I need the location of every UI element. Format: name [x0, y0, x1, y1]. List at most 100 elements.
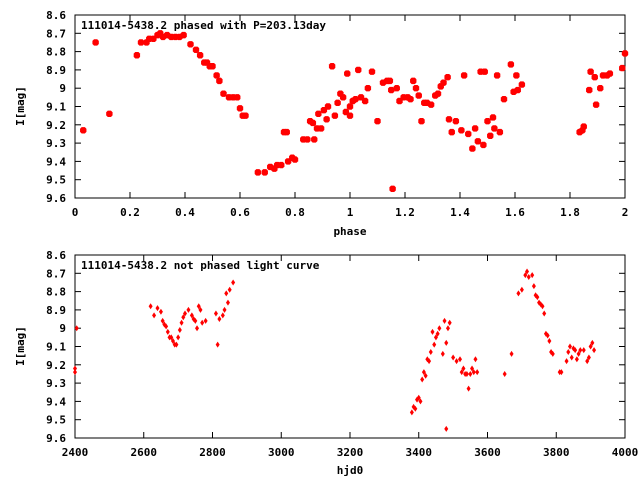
- data-point: [573, 347, 578, 354]
- x-tick-label: 3400: [406, 446, 433, 459]
- data-point: [519, 286, 524, 293]
- data-point: [220, 90, 227, 97]
- data-point: [592, 101, 600, 108]
- data-point: [393, 85, 400, 92]
- data-point: [186, 306, 191, 313]
- data-point: [566, 348, 571, 355]
- data-point: [334, 99, 341, 107]
- data-point: [459, 369, 464, 376]
- data-point: [581, 347, 586, 354]
- data-point: [606, 70, 614, 77]
- data-point: [189, 312, 194, 319]
- data-point: [547, 338, 552, 345]
- data-point: [464, 370, 469, 377]
- data-point: [164, 323, 169, 330]
- y-tick-label: 9: [59, 322, 66, 335]
- data-point: [311, 136, 318, 143]
- data-point: [574, 356, 579, 363]
- data-point: [597, 85, 604, 92]
- data-point: [231, 279, 236, 286]
- data-point: [474, 138, 482, 145]
- data-point: [489, 114, 497, 121]
- data-point: [578, 347, 583, 354]
- data-point: [410, 77, 417, 85]
- x-tick-label: 2400: [62, 446, 89, 459]
- y-tick-label: 8.9: [46, 64, 66, 77]
- y-tick-label: 8.6: [46, 9, 66, 22]
- data-point: [180, 31, 187, 39]
- data-point: [196, 303, 201, 310]
- y-tick-label: 9.1: [46, 101, 66, 114]
- data-point: [217, 316, 222, 323]
- data-point: [448, 128, 455, 136]
- data-point: [471, 125, 479, 132]
- data-point: [236, 105, 244, 112]
- data-point: [158, 308, 163, 315]
- data-point: [435, 330, 440, 337]
- data-point: [470, 365, 475, 372]
- data-point: [323, 116, 330, 123]
- y-tick-label: 9.6: [46, 192, 66, 205]
- y-axis-label: I[mag]: [14, 326, 27, 366]
- data-point: [442, 317, 447, 324]
- data-point: [177, 327, 182, 334]
- chart-title: 111014-5438.2 not phased light curve: [81, 259, 320, 272]
- data-point: [174, 341, 179, 348]
- data-point: [444, 425, 449, 432]
- data-point: [444, 74, 451, 81]
- data-point: [430, 328, 435, 335]
- data-point: [592, 347, 597, 354]
- data-point: [203, 317, 208, 324]
- data-point: [451, 354, 456, 361]
- y-tick-label: 9.2: [46, 119, 66, 132]
- data-point: [423, 372, 428, 379]
- data-point: [183, 310, 187, 317]
- data-point: [500, 95, 508, 103]
- data-point: [550, 350, 555, 357]
- data-point: [339, 94, 347, 101]
- data-point: [452, 117, 460, 125]
- y-tick-label: 8.9: [46, 304, 66, 317]
- data-point: [507, 61, 515, 68]
- data-point: [242, 112, 249, 119]
- data-point: [169, 334, 174, 341]
- data-point: [523, 272, 528, 279]
- data-point: [535, 294, 540, 301]
- data-point: [331, 112, 339, 119]
- x-tick-label: 0.4: [175, 206, 195, 219]
- data-point: [355, 66, 362, 74]
- data-point: [580, 123, 587, 130]
- x-tick-label: 2800: [199, 446, 226, 459]
- data-point: [148, 303, 153, 310]
- data-point: [317, 125, 325, 132]
- data-point: [576, 350, 581, 357]
- data-point: [283, 128, 290, 136]
- data-point: [530, 272, 535, 279]
- data-point: [222, 306, 227, 313]
- x-axis-label: hjd0: [337, 464, 364, 477]
- data-point: [531, 283, 536, 290]
- x-axis-label: phase: [333, 225, 366, 238]
- data-point: [481, 68, 488, 75]
- data-point: [585, 358, 590, 365]
- data-series: [80, 30, 629, 193]
- y-tick-label: 8.6: [46, 249, 66, 262]
- data-point: [388, 86, 395, 94]
- data-point: [278, 161, 285, 169]
- data-point: [487, 132, 494, 139]
- data-point: [193, 317, 198, 324]
- y-tick-label: 9.3: [46, 377, 66, 390]
- data-point: [542, 310, 547, 317]
- y-tick-label: 9.3: [46, 137, 66, 150]
- data-point: [346, 103, 354, 110]
- data-point: [588, 343, 593, 350]
- data-point: [427, 101, 435, 108]
- y-tick-label: 9.2: [46, 359, 66, 372]
- data-point: [73, 369, 77, 376]
- y-tick-label: 8.8: [46, 46, 66, 59]
- data-point: [564, 358, 569, 365]
- data-point: [328, 63, 336, 70]
- data-point: [179, 319, 184, 326]
- data-point: [513, 72, 520, 79]
